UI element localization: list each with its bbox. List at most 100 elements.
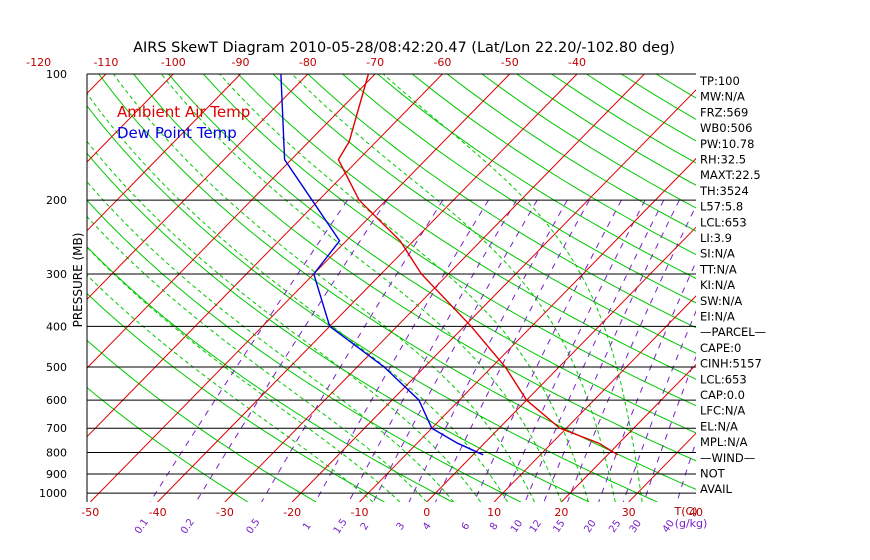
dry-adiabat-line — [87, 339, 317, 502]
moist-adiabat-line — [219, 74, 589, 502]
isotherm-line — [157, 74, 578, 502]
mixing-ratio-tick-label: 20 — [582, 518, 598, 535]
moist-adiabat-line — [87, 274, 374, 502]
isotherm-line — [359, 157, 696, 502]
profile-series — [280, 74, 619, 456]
stat-item: TH:3524 — [699, 184, 749, 198]
isotherm-line — [87, 74, 174, 163]
top-temp-tick-label: -60 — [433, 56, 451, 69]
top-temp-tick-label: -90 — [232, 56, 250, 69]
mixing-ratio-tick-label: 30 — [628, 518, 644, 535]
mixing-ratio-line — [149, 199, 348, 502]
moist-adiabats — [87, 74, 643, 502]
legend-dewpoint: Dew Point Temp — [117, 124, 237, 142]
bottom-temp-tick-label: 0 — [423, 506, 430, 519]
stat-item: CAP:0.0 — [700, 388, 745, 402]
dry-adiabat-line — [377, 74, 696, 280]
stat-item: AVAIL — [700, 482, 733, 496]
isotherm-line — [561, 363, 696, 502]
mixing-ratio-line — [261, 199, 444, 502]
bottom-temperature-tick-labels: -50 -40 -30 -20 -10 0 10 20 30 40 — [81, 506, 703, 519]
bottom-temp-tick-label: -50 — [81, 506, 99, 519]
mixing-ratio-unit: (g/kg) — [675, 517, 708, 530]
bottom-temp-tick-label: -40 — [149, 506, 167, 519]
pressure-tick-label: 400 — [46, 320, 67, 333]
mixing-ratio-line — [473, 199, 622, 502]
top-temp-tick-label: -70 — [366, 56, 384, 69]
dry-adiabat-line — [87, 199, 522, 502]
stat-item: SW:N/A — [700, 294, 742, 308]
bottom-temp-tick-label: 10 — [487, 506, 501, 519]
dry-adiabat-line — [481, 74, 696, 209]
mixing-ratio-line — [408, 199, 568, 502]
dry-adiabat-line — [98, 74, 696, 490]
pressure-tick-label: 1000 — [39, 487, 67, 500]
isobars — [86, 73, 696, 502]
top-temp-tick-label: -50 — [501, 56, 519, 69]
y-axis-label: PRESSURE (MB) — [71, 233, 85, 328]
mixing-ratio-line — [524, 199, 665, 502]
top-temp-tick-label: -40 — [568, 56, 586, 69]
pressure-tick-label: 500 — [46, 361, 67, 374]
ambient-air-templine — [337, 74, 619, 456]
isotherm-line — [87, 74, 309, 301]
stat-item: LFC:N/A — [700, 404, 745, 418]
dry-adiabat-line — [655, 74, 696, 99]
stat-item: KI:N/A — [700, 278, 735, 292]
mixing-ratio-tick-label: 4 — [421, 521, 434, 533]
isotherm-line — [87, 74, 376, 369]
isotherm-line — [0, 74, 39, 502]
moist-adiabat-line — [87, 92, 509, 502]
dry-adiabat-line — [342, 74, 696, 304]
pressure-tick-label: 800 — [46, 447, 67, 460]
legend-ambient: Ambient Air Temp — [117, 103, 250, 121]
top-temp-tick-label: -80 — [299, 56, 317, 69]
bottom-temp-tick-label: 30 — [622, 506, 636, 519]
pressure-tick-label: 300 — [46, 268, 67, 281]
stat-item: MW:N/A — [700, 90, 745, 104]
dry-adiabat-line — [133, 74, 696, 462]
pressure-tick-label: 900 — [46, 468, 67, 481]
plot-area — [0, 73, 696, 502]
mixing-ratio-line — [195, 199, 388, 502]
mixing-ratio-line — [372, 199, 538, 502]
moist-adiabat-line — [87, 140, 482, 502]
top-temp-tick-label: -100 — [161, 56, 186, 69]
mixing-ratio-tick-label: 15 — [551, 518, 567, 535]
mixing-ratio-line — [348, 199, 517, 502]
stat-item: TP:100 — [699, 74, 740, 88]
mixing-ratio-tick-label: 0.1 — [133, 517, 151, 536]
top-temp-tick-label: -110 — [93, 56, 118, 69]
mixing-ratio-tick-label: 1.5 — [332, 517, 350, 536]
isotherm-line — [426, 226, 696, 502]
mixing-ratio-tick-label: 25 — [607, 518, 623, 535]
mixing-ratio-tick-label: 3 — [395, 521, 408, 533]
bottom-temp-tick-label: 20 — [554, 506, 568, 519]
dry-adiabat-line — [411, 74, 696, 256]
pressure-tick-label: 700 — [46, 422, 67, 435]
isotherm-line — [87, 74, 241, 232]
mixing-ratio-tick-label: 2 — [359, 521, 372, 533]
stat-item: TT:N/A — [699, 262, 737, 276]
stat-item: —WIND— — [700, 451, 755, 465]
top-temperature-tick-labels: -120 -110 -100 -90 -80 -70 -60 -50 -40 — [26, 56, 586, 69]
mixing-ratio-tick-label: 10 — [509, 518, 525, 535]
chart-title: AIRS SkewT Diagram 2010-05-28/08:42:20.4… — [133, 40, 675, 56]
stat-item: CINH:5157 — [700, 357, 762, 371]
stat-item: RH:32.5 — [700, 153, 746, 167]
pressure-tick-labels: 100 200 300 400 500 600 700 800 900 1000 — [39, 68, 67, 500]
pressure-tick-label: 600 — [46, 394, 67, 407]
bottom-temp-tick-label: 40 — [689, 506, 703, 519]
stat-item: EL:N/A — [700, 419, 738, 433]
isotherm-line — [493, 295, 696, 502]
stat-item: SI:N/A — [700, 247, 735, 261]
dry-adiabat-line — [87, 386, 249, 502]
dry-adiabat-line — [237, 74, 696, 380]
pressure-tick-label: 100 — [46, 68, 67, 81]
stat-item: LCL:653 — [700, 215, 747, 229]
stat-item: LCL:653 — [700, 372, 747, 386]
stat-item: MAXT:22.5 — [700, 168, 761, 182]
mixing-ratio-lines — [149, 199, 696, 502]
